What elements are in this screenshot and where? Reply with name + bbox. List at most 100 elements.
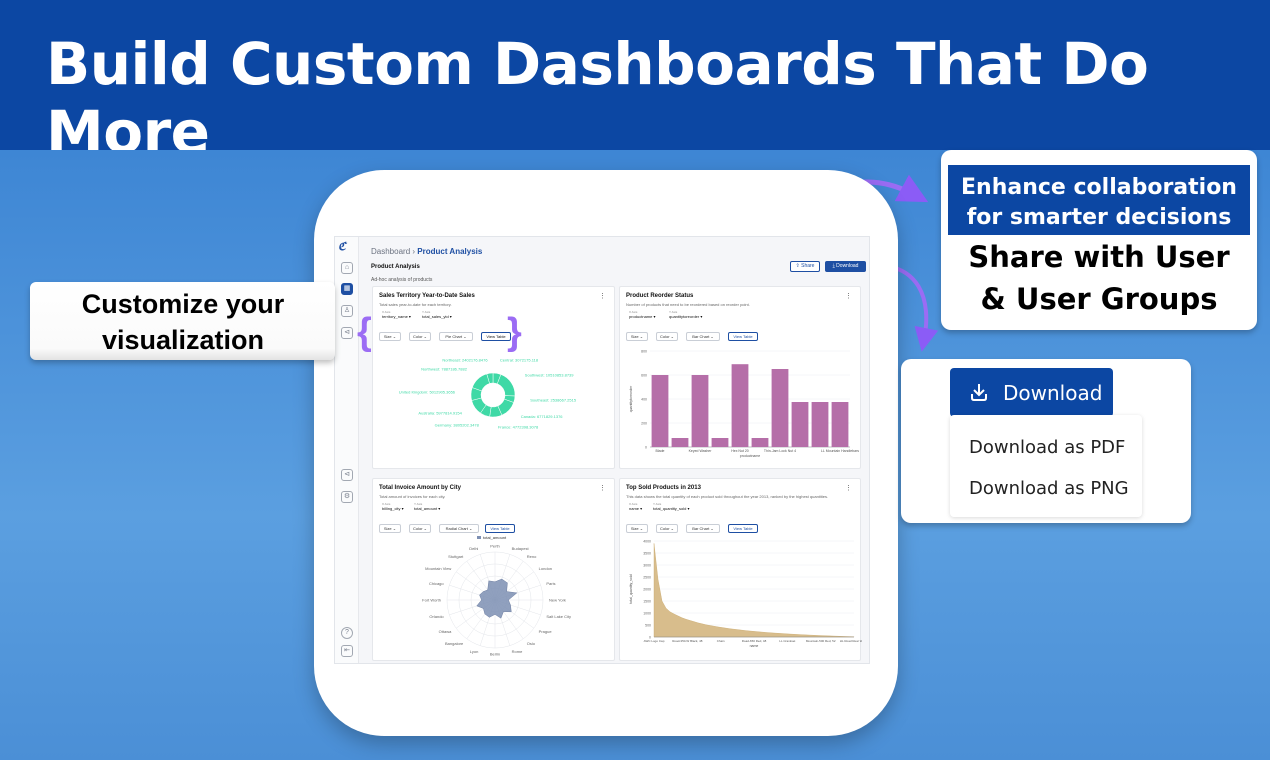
- breadcrumb-root[interactable]: Dashboard: [371, 247, 411, 256]
- x-axis-label: X Axis: [382, 310, 391, 314]
- bar: [711, 438, 729, 447]
- bar: [771, 369, 789, 447]
- pie-slice: [486, 372, 494, 384]
- user-icon[interactable]: ♙: [341, 305, 353, 317]
- y-axis-select[interactable]: Y Axis total_quantity_sold ▾: [653, 502, 689, 511]
- x-axis-label: X Axis: [629, 502, 638, 506]
- size-dropdown[interactable]: Size ⌄: [379, 332, 401, 341]
- x-tick-label: HL Road Rear Wheel: [840, 639, 862, 643]
- y-tick-label: 4000: [643, 540, 651, 544]
- breadcrumb-separator: ›: [412, 247, 416, 256]
- radar-category-label: Budapest: [512, 546, 530, 551]
- card-subtitle: Total amount of invoices for each city.: [379, 494, 446, 499]
- y-axis-select[interactable]: Y Axis quantitytoreorder ▾: [669, 310, 702, 319]
- y-axis-value: total_amount ▾: [414, 506, 441, 511]
- color-dropdown[interactable]: Color ⌄: [656, 332, 678, 341]
- y-tick-label: 3500: [643, 552, 651, 556]
- view-table-button[interactable]: View Table: [485, 524, 515, 533]
- radar-category-label: Bangalore: [445, 641, 464, 646]
- share-button-label: Share: [801, 263, 815, 269]
- download-pdf-option[interactable]: Download as PDF: [969, 437, 1126, 458]
- pie-label: Southeast: 2538667.2515: [530, 398, 577, 403]
- tree-icon[interactable]: ⊲: [341, 469, 353, 481]
- workflow-icon[interactable]: ⊲: [341, 327, 353, 339]
- color-dropdown[interactable]: Color ⌄: [656, 524, 678, 533]
- radar-category-label: Berlin: [490, 652, 500, 657]
- y-axis-select[interactable]: Y Axis total_amount ▾: [414, 502, 440, 511]
- download-menu-button[interactable]: Download: [950, 368, 1113, 417]
- y-tick-label: 3000: [643, 564, 651, 568]
- bar: [671, 438, 689, 447]
- chart-type-dropdown[interactable]: Bar Chart ⌄: [686, 332, 720, 341]
- logout-icon[interactable]: ⇤: [341, 645, 353, 657]
- y-tick-label: 200: [641, 422, 647, 426]
- settings-icon[interactable]: ⚙: [341, 491, 353, 503]
- more-icon[interactable]: ⋮: [845, 485, 852, 492]
- view-table-button[interactable]: View Table: [728, 332, 758, 341]
- x-tick-label: Keyed Washer: [689, 449, 713, 453]
- y-tick-label: 0: [645, 446, 647, 450]
- help-icon[interactable]: ?: [341, 627, 353, 639]
- legend-swatch: [477, 536, 481, 539]
- more-icon[interactable]: ⋮: [599, 485, 606, 492]
- share-button[interactable]: ⇧ Share: [790, 261, 820, 272]
- radar-category-label: Fort Worth: [422, 598, 441, 603]
- y-tick-label: 800: [641, 350, 647, 354]
- card-top-sold-products: Top Sold Products in 2013 This data show…: [619, 478, 862, 661]
- x-axis-select[interactable]: X Axis name ▾: [629, 502, 642, 511]
- view-table-button[interactable]: View Table: [481, 332, 511, 341]
- more-icon[interactable]: ⋮: [845, 293, 852, 300]
- x-axis-select[interactable]: X Axis territory_name ▾: [382, 310, 411, 319]
- x-axis-select[interactable]: X Axis productname ▾: [629, 310, 655, 319]
- download-callout: Download Download as PDF Download as PNG: [901, 359, 1191, 523]
- chart-type-dropdown[interactable]: Pie Chart ⌄: [439, 332, 473, 341]
- pie-label: Northwest: 7887186.7882: [421, 366, 468, 371]
- app-logo: ℭ: [338, 240, 346, 253]
- banner-title: Build Custom Dashboards That Do More: [46, 30, 1149, 166]
- bar: [651, 375, 669, 447]
- pie-label: Canada: 6771829.1376: [521, 414, 564, 419]
- x-tick-label: Road-350-W Black, 48: [672, 639, 703, 643]
- pie-label: France: 4772398.3078: [498, 425, 539, 430]
- y-axis-label: Y Axis: [422, 310, 431, 314]
- chart-type-dropdown[interactable]: Bar Chart ⌄: [686, 524, 720, 533]
- download-button[interactable]: ⤓ Download: [825, 261, 866, 272]
- x-axis-title: productname: [740, 454, 760, 458]
- radar-category-label: Rome: [512, 649, 523, 654]
- y-tick-label: 2000: [643, 588, 651, 592]
- view-table-button[interactable]: View Table: [728, 524, 758, 533]
- y-axis-label: Y Axis: [414, 502, 423, 506]
- x-tick-label: LL Mountain Handlebars: [821, 449, 859, 453]
- x-axis-select[interactable]: X Axis billing_city ▾: [382, 502, 404, 511]
- y-tick-label: 1000: [643, 612, 651, 616]
- home-icon[interactable]: ⌂: [341, 262, 353, 274]
- x-tick-label: AWC Logo Cap: [644, 639, 665, 643]
- size-dropdown[interactable]: Size ⌄: [379, 524, 401, 533]
- size-dropdown[interactable]: Size ⌄: [626, 332, 648, 341]
- size-dropdown[interactable]: Size ⌄: [626, 524, 648, 533]
- color-dropdown[interactable]: Color ⌄: [409, 524, 431, 533]
- radar-category-label: Oslo: [527, 641, 536, 646]
- dashboard-app: ℭ ⌂ ▦ ♙ ⊲ ⊲ ⚙ ? ⇤ Dashboard › Product An…: [334, 236, 870, 664]
- card-title: Total Invoice Amount by City: [379, 485, 462, 491]
- x-tick-label: LL Crankset: [779, 639, 795, 643]
- color-dropdown[interactable]: Color ⌄: [409, 332, 431, 341]
- legend-label: total_amount: [483, 535, 507, 540]
- brace-left-icon: {: [357, 311, 372, 353]
- bar: [751, 438, 769, 447]
- radar-category-label: Stuttgart: [448, 554, 464, 559]
- more-icon[interactable]: ⋮: [599, 293, 606, 300]
- download-menu: Download as PDF Download as PNG: [950, 415, 1142, 517]
- share-icon: ⇧: [795, 263, 802, 269]
- download-icon: [971, 384, 987, 401]
- download-png-option[interactable]: Download as PNG: [969, 478, 1129, 499]
- bar: [791, 402, 809, 447]
- y-axis-select[interactable]: Y Axis total_sales_ytd ▾: [422, 310, 452, 319]
- card-product-reorder: Product Reorder Status Number of product…: [619, 286, 861, 469]
- radar-category-label: Salt Lake City: [546, 614, 571, 619]
- chart-type-dropdown[interactable]: Radial Chart ⌄: [439, 524, 479, 533]
- breadcrumb: Dashboard › Product Analysis: [371, 247, 482, 256]
- dashboard-icon[interactable]: ▦: [341, 283, 353, 295]
- y-tick-label: 1500: [643, 600, 651, 604]
- pie-label: Southwest: 10510853.8739: [525, 372, 574, 377]
